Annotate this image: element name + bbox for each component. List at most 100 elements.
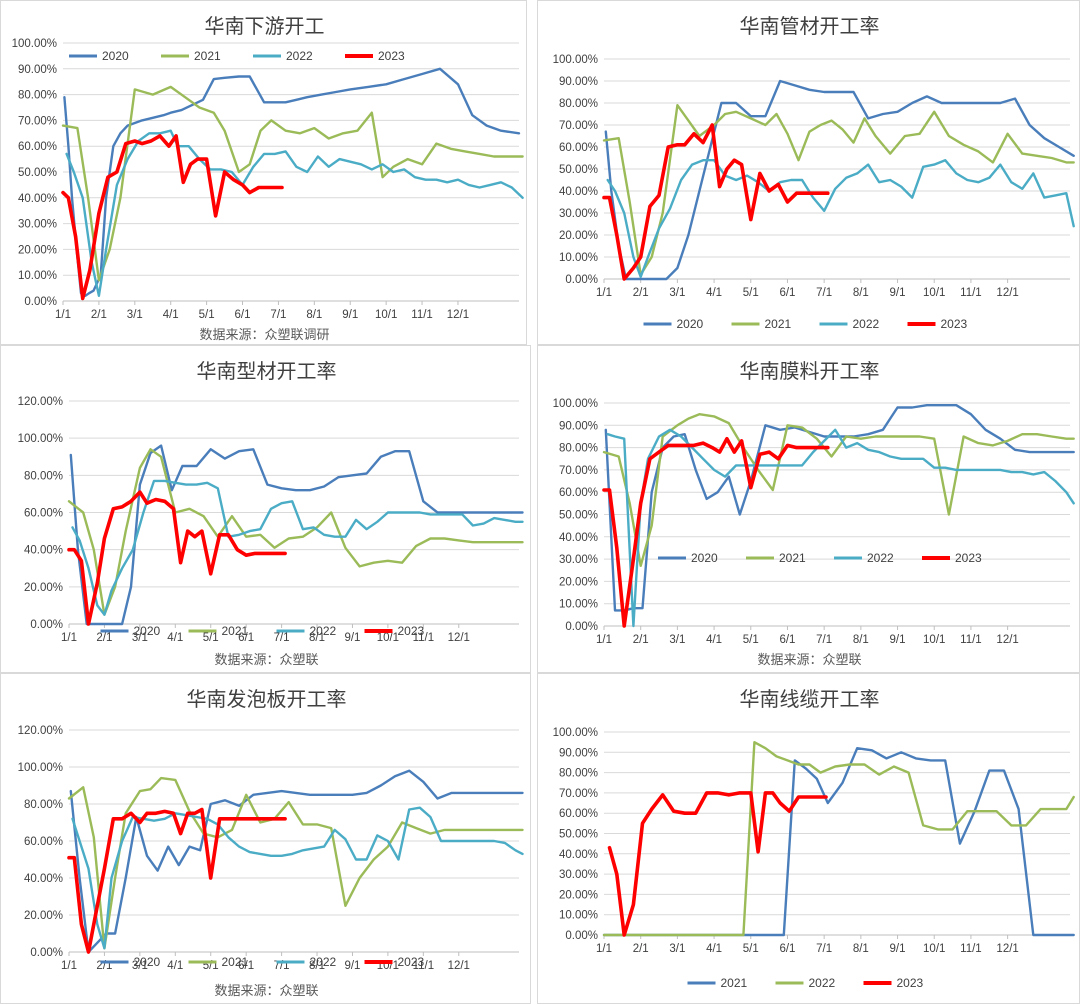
legend-label-2021: 2021 (765, 317, 792, 331)
x-tick-label: 9/1 (344, 632, 360, 644)
x-tick-label: 2/1 (633, 287, 649, 299)
x-tick-label: 1/1 (61, 632, 77, 644)
x-tick-label: 9/1 (890, 943, 906, 955)
series-line-2020 (63, 67, 521, 297)
x-tick-label: 12/1 (996, 634, 1018, 646)
chart-panel-2: 华南管材开工率 0.00% 10.00% 20.00% 30.00% 40.00% 50.0… (537, 0, 1080, 345)
chart-panel-3: 华南型材开工率 0.00% 20.00% 40.00% 60.00% 80.00% 100.… (0, 345, 531, 673)
y-tick-label: 70.00% (559, 465, 598, 477)
y-tick-label: 10.00% (559, 252, 598, 264)
chart-panel-6: 华南线缆开工率 0.00% 10.00% 20.00% 30.00% 40.00% 50.0… (537, 673, 1080, 1004)
y-tick-label: 10.00% (559, 910, 598, 922)
x-tick-label: 4/1 (706, 634, 722, 646)
x-tick-label: 8/1 (853, 287, 869, 299)
legend-label-2021: 2021 (194, 49, 221, 63)
legend-label-2023: 2023 (941, 317, 968, 331)
chart-svg: 华南管材开工率 0.00% 10.00% 20.00% 30.00% 40.00% 50.0… (553, 14, 1075, 331)
x-tick-label: 3/1 (132, 960, 148, 972)
x-tick-label: 10/1 (377, 632, 399, 644)
x-tick-label: 10/1 (923, 287, 945, 299)
x-tick-label: 4/1 (706, 287, 722, 299)
x-tick-label: 6/1 (779, 287, 795, 299)
y-tick-label: 80.00% (18, 90, 57, 102)
x-tick-label: 3/1 (127, 309, 143, 321)
series-line-2023 (61, 134, 284, 301)
series-line-2023 (602, 436, 830, 628)
y-tick-label: 40.00% (24, 873, 63, 885)
series-line-2021 (602, 746, 1075, 937)
x-tick-label: 3/1 (132, 632, 148, 644)
y-tick-label: 60.00% (24, 508, 63, 520)
x-tick-label: 1/1 (61, 960, 77, 972)
x-tick-label: 12/1 (448, 960, 470, 972)
chart-svg: 华南膜料开工率 0.00% 10.00% 20.00% 30.00% 40.00% 50.0… (553, 359, 1075, 668)
y-tick-label: 60.00% (559, 142, 598, 154)
x-tick-label: 8/1 (309, 960, 325, 972)
y-tick-label: 0.00% (565, 621, 598, 633)
x-tick-label: 9/1 (890, 287, 906, 299)
x-tick-label: 9/1 (890, 634, 906, 646)
x-tick-label: 8/1 (309, 632, 325, 644)
x-tick-label: 5/1 (743, 943, 759, 955)
y-tick-label: 0.00% (30, 947, 63, 959)
y-tick-label: 100.00% (12, 38, 57, 50)
y-tick-label: 40.00% (559, 186, 598, 198)
legend-label-2023: 2023 (955, 551, 982, 565)
source-note: 数据来源：众塑联 (214, 984, 318, 999)
y-tick-label: 20.00% (559, 889, 598, 901)
y-tick-label: 30.00% (559, 208, 598, 220)
x-tick-label: 11/1 (960, 943, 982, 955)
x-tick-label: 5/1 (199, 309, 215, 321)
y-tick-label: 0.00% (30, 619, 63, 631)
series-line-2021 (61, 85, 524, 282)
y-tick-label: 10.00% (18, 270, 57, 282)
y-tick-label: 100.00% (553, 727, 598, 739)
x-tick-label: 8/1 (853, 634, 869, 646)
legend-label-2021: 2021 (222, 624, 249, 638)
x-tick-label: 3/1 (669, 634, 685, 646)
legend-label-2022: 2022 (867, 551, 894, 565)
chart-title: 华南膜料开工率 (740, 359, 880, 383)
legend-label-2023: 2023 (378, 49, 405, 63)
y-tick-label: 90.00% (559, 420, 598, 432)
y-tick-label: 80.00% (559, 768, 598, 780)
y-tick-label: 30.00% (559, 554, 598, 566)
x-tick-label: 4/1 (167, 960, 183, 972)
legend-label-2020: 2020 (102, 49, 129, 63)
chart-panel-5: 华南发泡板开工率 0.00% 20.00% 40.00% 60.00% 80.00% 100… (0, 673, 531, 1004)
chart-panel-1: 华南下游开工 0.00% 10.00% 20.00% 30.00% 40.00% 50.00… (0, 0, 527, 345)
y-tick-label: 80.00% (559, 98, 598, 110)
y-tick-label: 60.00% (18, 141, 57, 153)
y-tick-label: 50.00% (559, 164, 598, 176)
series-line-2022 (71, 479, 524, 616)
series-line-2021 (67, 448, 524, 616)
y-tick-label: 50.00% (18, 167, 57, 179)
legend-label-2021: 2021 (721, 976, 748, 990)
chart-svg: 华南型材开工率 0.00% 20.00% 40.00% 60.00% 80.00% 100.… (18, 359, 524, 668)
y-tick-label: 80.00% (24, 799, 63, 811)
x-tick-label: 2/1 (91, 309, 107, 321)
y-tick-label: 0.00% (24, 296, 57, 308)
source-note: 数据来源：众塑联 (214, 653, 318, 668)
x-tick-label: 7/1 (270, 309, 286, 321)
y-tick-label: 80.00% (559, 443, 598, 455)
series-line-2023 (67, 807, 287, 954)
x-tick-label: 3/1 (669, 287, 685, 299)
legend-label-2022: 2022 (310, 624, 337, 638)
x-tick-label: 7/1 (816, 634, 832, 646)
series-line-2021 (67, 776, 524, 950)
y-tick-label: 70.00% (559, 788, 598, 800)
x-tick-label: 7/1 (274, 632, 290, 644)
legend-label-2020: 2020 (691, 551, 718, 565)
chart-svg: 华南线缆开工率 0.00% 10.00% 20.00% 30.00% 40.00% 50.0… (553, 687, 1075, 990)
x-tick-label: 2/1 (633, 943, 649, 955)
series-line-2020 (69, 769, 524, 954)
chart-title: 华南发泡板开工率 (187, 687, 347, 711)
legend-label-2022: 2022 (853, 317, 880, 331)
y-tick-label: 40.00% (18, 193, 57, 205)
x-tick-label: 1/1 (596, 287, 612, 299)
x-tick-label: 10/1 (923, 634, 945, 646)
y-tick-label: 0.00% (565, 930, 598, 942)
x-tick-label: 5/1 (743, 634, 759, 646)
y-tick-label: 40.00% (559, 532, 598, 544)
